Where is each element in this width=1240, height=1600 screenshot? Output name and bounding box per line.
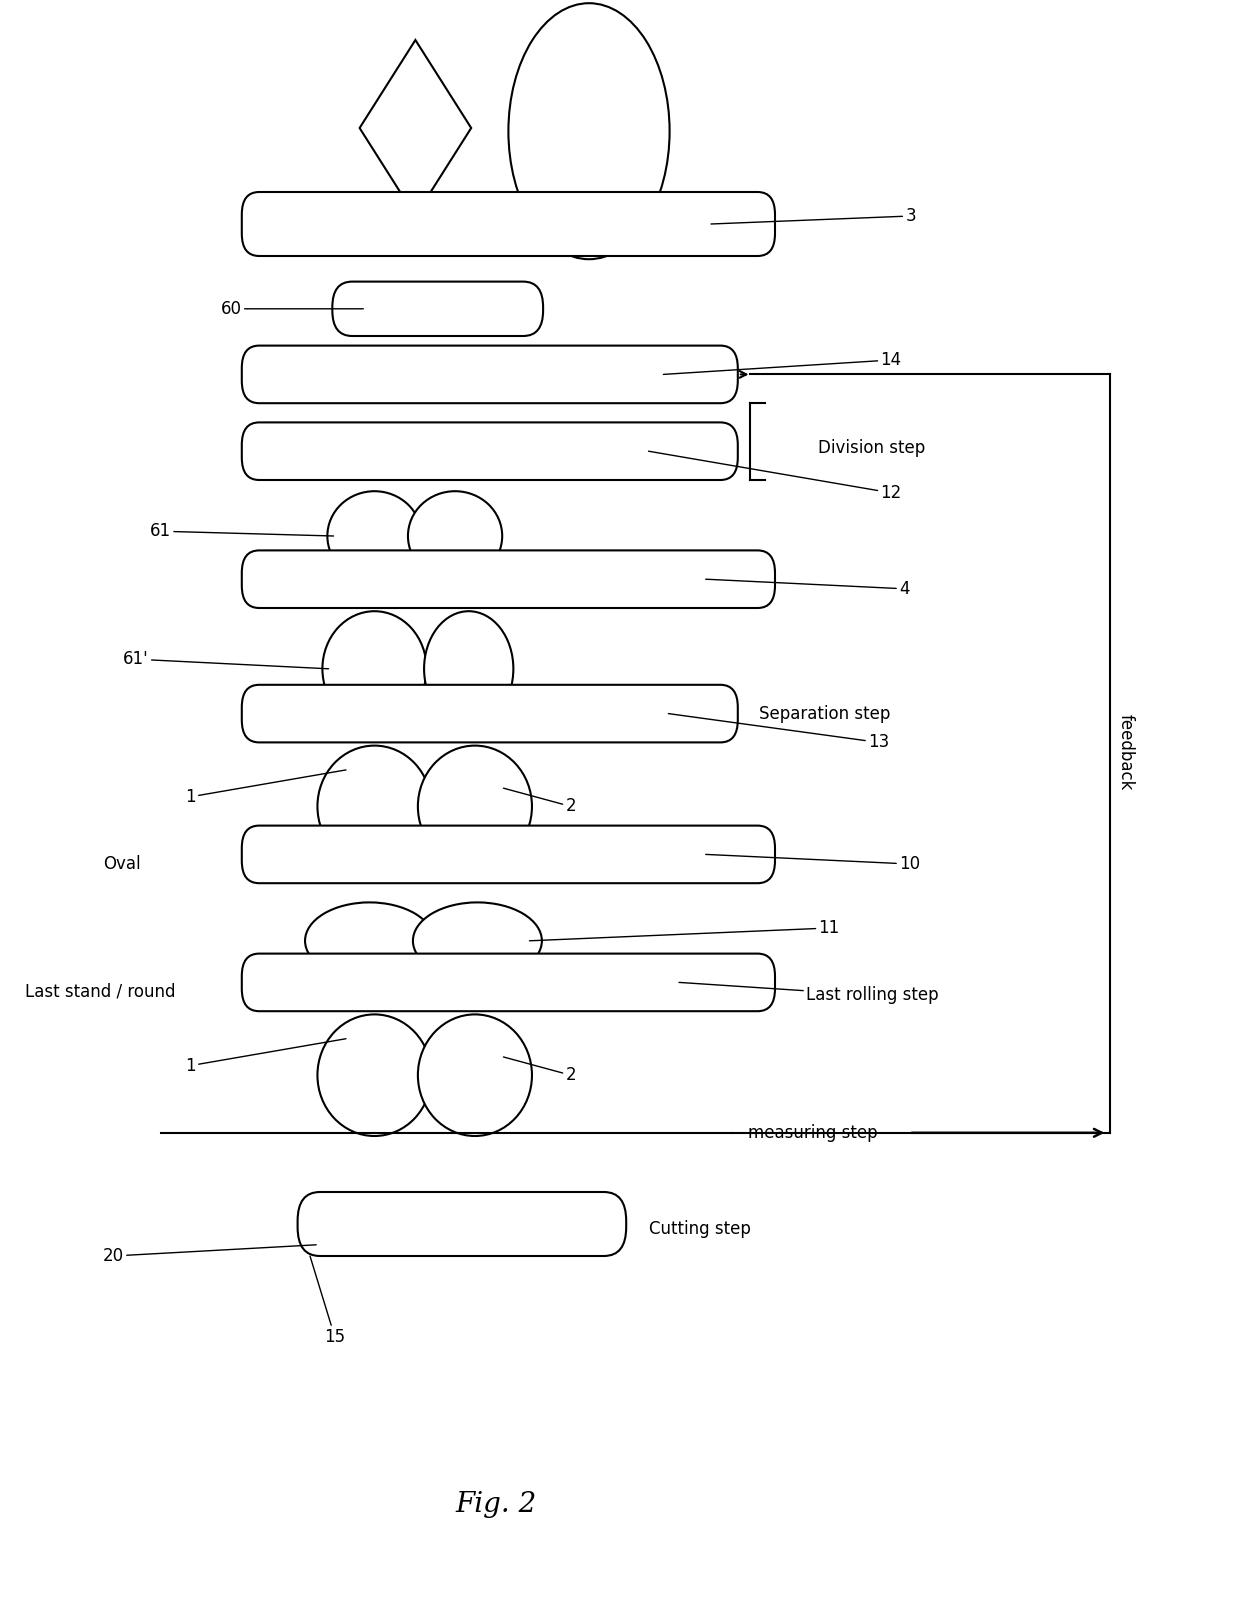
Text: 2: 2 bbox=[503, 789, 577, 816]
FancyBboxPatch shape bbox=[242, 192, 775, 256]
Text: Separation step: Separation step bbox=[759, 704, 890, 723]
Text: 60: 60 bbox=[221, 299, 363, 318]
Ellipse shape bbox=[408, 491, 502, 581]
Text: 11: 11 bbox=[529, 918, 839, 941]
Text: 1: 1 bbox=[185, 770, 346, 806]
Ellipse shape bbox=[418, 1014, 532, 1136]
Text: 20: 20 bbox=[103, 1245, 316, 1266]
Text: 61: 61 bbox=[150, 522, 334, 541]
Ellipse shape bbox=[508, 3, 670, 259]
Ellipse shape bbox=[305, 902, 434, 979]
Text: 13: 13 bbox=[668, 714, 889, 752]
Text: 1: 1 bbox=[185, 1038, 346, 1075]
Text: 61': 61' bbox=[123, 650, 329, 669]
FancyBboxPatch shape bbox=[242, 826, 775, 883]
Text: Cutting step: Cutting step bbox=[649, 1219, 750, 1238]
Ellipse shape bbox=[322, 611, 427, 726]
Ellipse shape bbox=[317, 1014, 432, 1136]
FancyBboxPatch shape bbox=[332, 282, 543, 336]
Ellipse shape bbox=[327, 491, 422, 581]
Text: Oval: Oval bbox=[103, 854, 140, 874]
Ellipse shape bbox=[424, 611, 513, 726]
FancyBboxPatch shape bbox=[242, 422, 738, 480]
FancyBboxPatch shape bbox=[242, 550, 775, 608]
FancyBboxPatch shape bbox=[242, 685, 738, 742]
Text: 3: 3 bbox=[711, 206, 916, 226]
Ellipse shape bbox=[418, 746, 532, 867]
Text: Last rolling step: Last rolling step bbox=[680, 982, 939, 1005]
Text: 4: 4 bbox=[706, 579, 909, 598]
Text: 15: 15 bbox=[310, 1256, 346, 1346]
Ellipse shape bbox=[317, 746, 432, 867]
Text: feedback: feedback bbox=[1117, 714, 1135, 790]
Text: 2: 2 bbox=[503, 1058, 577, 1085]
FancyBboxPatch shape bbox=[298, 1192, 626, 1256]
Text: Fig. 2: Fig. 2 bbox=[455, 1491, 537, 1517]
FancyBboxPatch shape bbox=[242, 346, 738, 403]
Polygon shape bbox=[360, 40, 471, 216]
Text: Division step: Division step bbox=[818, 438, 925, 458]
Text: 10: 10 bbox=[706, 854, 920, 874]
Text: Last stand / round: Last stand / round bbox=[25, 982, 175, 1002]
Text: 12: 12 bbox=[649, 451, 901, 502]
FancyBboxPatch shape bbox=[242, 954, 775, 1011]
Text: measuring step: measuring step bbox=[748, 1123, 878, 1142]
Text: 14: 14 bbox=[663, 350, 901, 374]
Ellipse shape bbox=[413, 902, 542, 979]
